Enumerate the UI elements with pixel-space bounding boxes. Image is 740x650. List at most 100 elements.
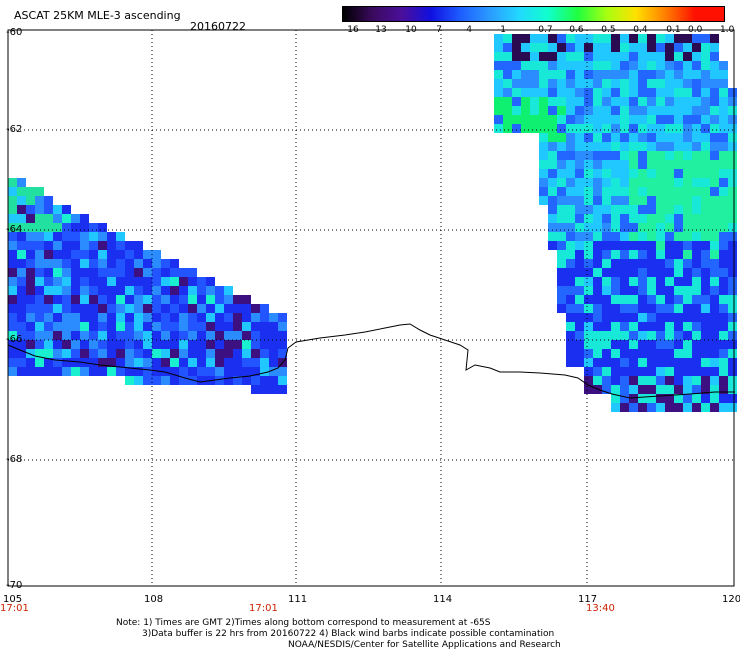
data-cell xyxy=(593,70,602,79)
data-cell xyxy=(62,223,71,232)
data-cell xyxy=(584,313,593,322)
data-cell xyxy=(71,232,80,241)
data-cell xyxy=(674,205,683,214)
data-cell xyxy=(71,313,80,322)
data-cell xyxy=(692,304,701,313)
data-cell xyxy=(17,241,26,250)
data-cell xyxy=(710,223,719,232)
data-cell xyxy=(179,304,188,313)
data-cell xyxy=(620,277,629,286)
data-cell xyxy=(665,43,674,52)
data-cell xyxy=(593,187,602,196)
data-cell xyxy=(512,52,521,61)
data-cell xyxy=(548,133,557,142)
data-cell xyxy=(683,250,692,259)
data-cell xyxy=(557,259,566,268)
data-cell xyxy=(62,358,71,367)
data-cell xyxy=(143,358,152,367)
data-cell xyxy=(116,277,125,286)
data-cell xyxy=(260,322,269,331)
data-cell xyxy=(674,70,683,79)
data-cell xyxy=(530,79,539,88)
data-cell xyxy=(89,259,98,268)
data-cell xyxy=(107,313,116,322)
data-cell xyxy=(629,403,638,412)
data-cell xyxy=(134,331,143,340)
data-cell xyxy=(719,304,728,313)
lat-label: -64 xyxy=(6,224,23,235)
lat-label: -68 xyxy=(6,454,23,465)
data-cell xyxy=(584,322,593,331)
data-cell xyxy=(638,340,647,349)
data-cell xyxy=(233,349,242,358)
lat-label: -70 xyxy=(6,580,23,591)
data-cell xyxy=(602,367,611,376)
data-cell xyxy=(557,250,566,259)
data-cell xyxy=(584,151,593,160)
data-cell xyxy=(611,97,620,106)
data-cell xyxy=(188,295,197,304)
data-cell xyxy=(593,169,602,178)
data-cell xyxy=(701,385,710,394)
data-cell xyxy=(683,223,692,232)
data-cell xyxy=(251,376,260,385)
data-cell xyxy=(35,340,44,349)
data-cell xyxy=(98,277,107,286)
data-cell xyxy=(503,61,512,70)
data-cell xyxy=(638,403,647,412)
data-cell xyxy=(575,34,584,43)
data-cell xyxy=(62,295,71,304)
data-cell xyxy=(692,232,701,241)
data-cell xyxy=(530,34,539,43)
data-cell xyxy=(674,133,683,142)
data-cell xyxy=(566,304,575,313)
data-cell xyxy=(656,43,665,52)
data-cell xyxy=(116,241,125,250)
data-cell xyxy=(638,169,647,178)
data-cell xyxy=(701,106,710,115)
data-cell xyxy=(665,142,674,151)
data-cell xyxy=(26,340,35,349)
data-cell xyxy=(692,124,701,133)
wind-data-cells xyxy=(8,34,737,412)
data-cell xyxy=(44,232,53,241)
data-cell xyxy=(602,331,611,340)
data-cell xyxy=(557,61,566,70)
data-cell xyxy=(674,43,683,52)
data-cell xyxy=(242,367,251,376)
data-cell xyxy=(107,340,116,349)
data-cell xyxy=(17,196,26,205)
data-cell xyxy=(719,295,728,304)
data-cell xyxy=(665,133,674,142)
data-cell xyxy=(575,322,584,331)
data-cell xyxy=(629,115,638,124)
data-cell xyxy=(512,79,521,88)
data-cell xyxy=(665,331,674,340)
data-cell xyxy=(629,196,638,205)
data-cell xyxy=(728,385,737,394)
data-cell xyxy=(728,313,737,322)
data-cell xyxy=(35,205,44,214)
data-cell xyxy=(719,349,728,358)
data-cell xyxy=(134,322,143,331)
data-cell xyxy=(89,223,98,232)
data-cell xyxy=(53,340,62,349)
data-cell xyxy=(26,277,35,286)
data-cell xyxy=(44,259,53,268)
data-cell xyxy=(584,52,593,61)
data-cell xyxy=(620,88,629,97)
data-cell xyxy=(143,313,152,322)
data-cell xyxy=(647,70,656,79)
data-cell xyxy=(584,142,593,151)
data-cell xyxy=(611,295,620,304)
data-cell xyxy=(719,277,728,286)
data-cell xyxy=(647,133,656,142)
data-cell xyxy=(584,259,593,268)
data-cell xyxy=(701,88,710,97)
data-cell xyxy=(692,349,701,358)
data-cell xyxy=(710,403,719,412)
data-cell xyxy=(575,70,584,79)
data-cell xyxy=(656,88,665,97)
data-cell xyxy=(629,52,638,61)
data-cell xyxy=(80,232,89,241)
